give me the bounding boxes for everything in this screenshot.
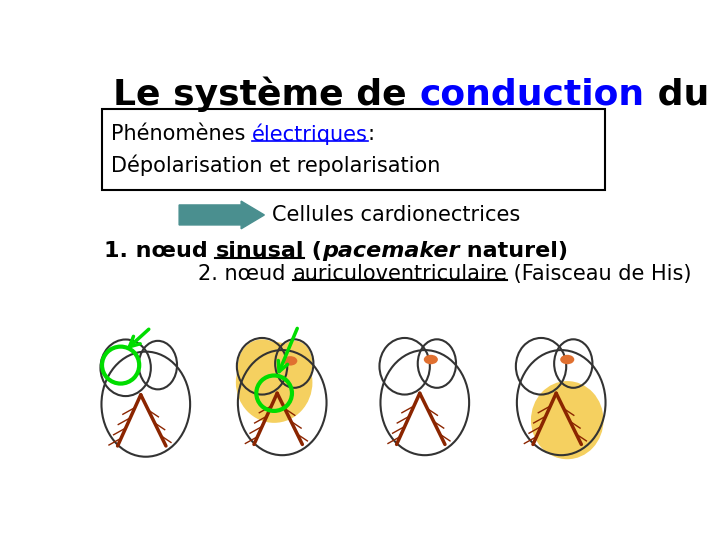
FancyArrow shape bbox=[179, 201, 264, 229]
Ellipse shape bbox=[424, 355, 438, 365]
Ellipse shape bbox=[101, 340, 150, 396]
Ellipse shape bbox=[139, 341, 177, 389]
Ellipse shape bbox=[560, 355, 575, 365]
Ellipse shape bbox=[102, 352, 190, 457]
Ellipse shape bbox=[237, 338, 287, 395]
Ellipse shape bbox=[276, 341, 312, 387]
Text: du coeur: du coeur bbox=[644, 77, 720, 111]
Text: électriques: électriques bbox=[252, 123, 368, 145]
Ellipse shape bbox=[275, 339, 313, 388]
Ellipse shape bbox=[418, 339, 456, 388]
Ellipse shape bbox=[236, 342, 312, 423]
Text: Le système de: Le système de bbox=[113, 76, 420, 112]
Text: Dépolarisation et repolarisation: Dépolarisation et repolarisation bbox=[111, 154, 441, 176]
Text: (Faisceau de His): (Faisceau de His) bbox=[508, 264, 692, 284]
Text: Cellules cardionectrices: Cellules cardionectrices bbox=[272, 205, 521, 225]
Text: naturel): naturel) bbox=[459, 241, 569, 261]
Text: conduction: conduction bbox=[420, 77, 644, 111]
Text: :: : bbox=[368, 124, 375, 144]
FancyBboxPatch shape bbox=[102, 110, 606, 190]
Ellipse shape bbox=[380, 350, 469, 455]
Text: 1. nœud: 1. nœud bbox=[104, 241, 215, 261]
Text: 2. nœud: 2. nœud bbox=[199, 264, 292, 284]
Text: sinusal: sinusal bbox=[215, 241, 304, 261]
Ellipse shape bbox=[283, 356, 297, 366]
Ellipse shape bbox=[379, 338, 430, 395]
Ellipse shape bbox=[238, 339, 287, 393]
Ellipse shape bbox=[554, 339, 593, 388]
Text: auriculoventriculaire: auriculoventriculaire bbox=[292, 264, 508, 284]
Ellipse shape bbox=[531, 381, 603, 459]
Ellipse shape bbox=[238, 350, 327, 455]
Text: pacemaker: pacemaker bbox=[322, 241, 459, 261]
Ellipse shape bbox=[516, 338, 566, 395]
Text: (: ( bbox=[304, 241, 322, 261]
Text: Phénomènes: Phénomènes bbox=[111, 124, 252, 144]
Ellipse shape bbox=[517, 350, 606, 455]
